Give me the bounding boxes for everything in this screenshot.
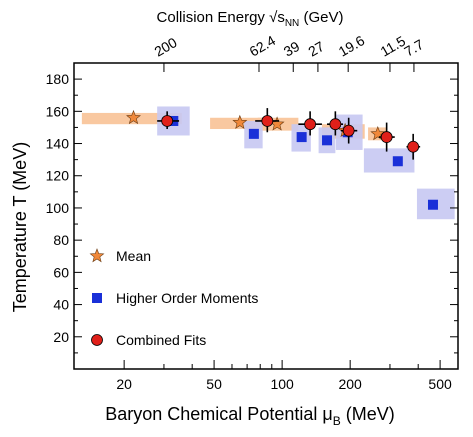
moments-point-5 [392,156,403,167]
y-tick-label-120: 120 [46,168,70,184]
axis-ticks: 20 40 60 80 100 120 140 160 180 20 50 100 200 500 200 6… [46,32,459,392]
x-axis-label-unit: (MeV) [341,404,395,424]
moments-point-1 [248,128,259,139]
top-axis-title-suffix: (GeV) [299,9,343,26]
y-tick-label-140: 140 [46,136,70,152]
y-tick-label-160: 160 [46,103,70,119]
combined-point-0 [161,115,174,127]
moments-band-5 [363,148,415,173]
legend-combined-marker [91,334,103,346]
top-tick-label-4: 19.6 [336,32,368,60]
y-tick-label-60: 60 [53,264,69,280]
combined-point-5 [380,131,393,143]
y-tick-label-80: 80 [53,232,69,248]
x-tick-label-200: 200 [338,376,362,392]
data-marks [126,108,438,210]
moments-point-2 [296,132,307,143]
top-tick-label-1: 62.4 [246,32,278,60]
legend-combined-label: Combined Fits [116,332,206,348]
y-tick-label-100: 100 [46,200,70,216]
mean-point-4 [370,126,386,141]
x-axis-label-main: Baryon Chemical Potential μ [105,404,332,424]
top-axis-title: Collision Energy √sNN (GeV) [157,9,344,29]
combined-point-3 [329,118,342,131]
x-axis-label: Baryon Chemical Potential μB (MeV) [105,404,395,428]
legend-mean-label: Mean [116,248,151,264]
mean-point-1 [232,114,248,129]
x-tick-label-50: 50 [206,376,222,392]
x-axis-label-sub: B [333,414,341,428]
top-tick-label-6: 7.7 [401,36,426,60]
mean-point-0 [126,109,141,125]
legend-mean-marker [89,248,105,263]
y-tick-label-180: 180 [46,71,70,87]
top-tick-label-2: 39 [281,38,303,60]
combined-point-1 [261,115,274,127]
top-tick-label-3: 27 [305,38,327,60]
combined-point-4 [342,124,355,137]
top-axis-title-sqrt: √s [269,9,285,26]
plot-frame [73,62,459,370]
x-tick-label-500: 500 [428,376,452,392]
y-axis-label: Temperature T (MeV) [10,142,30,312]
y-tick-label-40: 40 [53,297,69,313]
legend-moments-marker [92,293,102,303]
legend-moments-label: Higher Order Moments [116,290,258,306]
y-tick-label-20: 20 [53,329,69,345]
x-tick-label-100: 100 [270,376,294,392]
moments-point-3 [322,135,333,146]
top-tick-label-0: 200 [151,34,179,60]
moments-point-6 [427,199,438,210]
x-tick-label-20: 20 [116,376,132,392]
combined-point-6 [407,140,420,153]
top-axis-title-prefix: Collision Energy [157,9,270,26]
combined-point-2 [304,118,317,131]
legend: Mean Higher Order Moments Combined Fits [89,248,258,348]
top-axis-title-sub: NN [285,18,299,29]
